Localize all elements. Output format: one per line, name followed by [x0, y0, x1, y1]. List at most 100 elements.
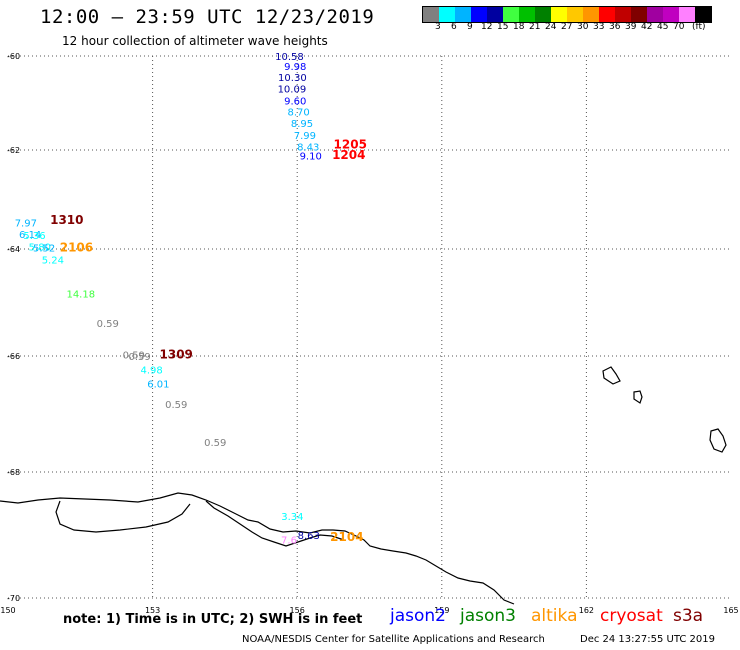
satellite-name: jason3 — [460, 606, 516, 626]
wave-height-label: 8.43 — [297, 143, 319, 154]
wave-height-label: 3.34 — [281, 512, 303, 523]
wave-height-label: 9.10 — [300, 151, 322, 162]
color-swatch — [679, 7, 695, 22]
pass-time-label: 2104 — [330, 530, 363, 544]
wave-height-label: 8.70 — [288, 107, 310, 118]
color-legend-label: 24 — [545, 22, 557, 32]
color-legend-label: 70 — [673, 22, 685, 32]
generation-timestamp: Dec 24 13:27:55 UTC 2019 — [580, 634, 715, 645]
color-swatch — [615, 7, 631, 22]
color-legend-label: 45 — [657, 22, 669, 32]
chart-subtitle: 12 hour collection of altimeter wave hei… — [62, 34, 328, 48]
color-swatch — [551, 7, 567, 22]
pass-time-label: 1309 — [160, 347, 193, 361]
coastline-inlet — [55, 500, 345, 547]
color-swatch — [647, 7, 663, 22]
coastline-main — [0, 492, 515, 605]
island-1 — [602, 366, 621, 385]
wave-height-label: 8.63 — [298, 531, 320, 542]
lon-tick-label: 156 — [290, 606, 305, 615]
color-swatch — [519, 7, 535, 22]
color-swatch — [695, 7, 711, 22]
lon-tick-label: 159 — [434, 606, 449, 615]
lon-tick-label: 162 — [579, 606, 594, 615]
island-3 — [709, 428, 727, 453]
wave-height-label: 5.80 — [29, 243, 51, 254]
lon-tick-label: 165 — [723, 606, 738, 615]
chart-title: 12:00 – 23:59 UTC 12/23/2019 — [40, 6, 375, 28]
color-legend-label: 18 — [513, 22, 525, 32]
wave-height-label: 6.14 — [19, 230, 41, 241]
wave-height-label: 0.59 — [123, 350, 145, 361]
color-swatch — [599, 7, 615, 22]
color-swatch — [423, 7, 439, 22]
lon-tick-label: 150 — [0, 606, 15, 615]
wave-height-label: 7.99 — [294, 131, 316, 142]
wave-height-label: 10.58 — [275, 52, 304, 63]
color-legend-label: 30 — [577, 22, 589, 32]
wave-height-label: 5.24 — [42, 256, 64, 267]
color-legend-label: 33 — [593, 22, 605, 32]
color-swatch — [487, 7, 503, 22]
color-swatch — [631, 7, 647, 22]
wave-height-label: 8.95 — [291, 119, 313, 130]
lat-tick-label: -70 — [7, 594, 20, 603]
satellite-name: cryosat — [600, 606, 663, 626]
color-legend-label: 21 — [529, 22, 541, 32]
color-legend-label: (ft) — [692, 22, 706, 32]
wave-height-label: 0.59 — [165, 400, 187, 411]
wave-height-label: 7.97 — [15, 218, 37, 229]
wave-height-label: 14.18 — [66, 289, 95, 300]
lon-tick-label: 153 — [145, 606, 160, 615]
map-grid — [8, 55, 732, 600]
credit-text: NOAA/NESDIS Center for Satellite Applica… — [242, 634, 545, 645]
color-legend-label: 6 — [451, 22, 457, 32]
color-swatch — [535, 7, 551, 22]
pass-time-label: 2106 — [60, 241, 93, 255]
wave-height-label: 9.60 — [284, 97, 306, 108]
satellite-name: altika — [531, 606, 578, 626]
color-swatch — [439, 7, 455, 22]
pass-time-label: 1310 — [50, 213, 83, 227]
color-legend-label: 12 — [481, 22, 493, 32]
pass-time-label: 1204 — [332, 148, 365, 162]
color-legend-label: 3 — [435, 22, 441, 32]
lat-tick-label: -62 — [7, 146, 20, 155]
color-legend-label: 27 — [561, 22, 573, 32]
color-legend-label: 36 — [609, 22, 621, 32]
pass-time-label: 1205 — [334, 137, 367, 151]
wave-height-label: 10.30 — [278, 73, 307, 84]
satellite-name: jason2 — [390, 606, 446, 626]
color-legend-label: 15 — [497, 22, 509, 32]
wave-height-label: 6.01 — [147, 379, 169, 390]
color-swatch — [471, 7, 487, 22]
wave-height-label: 10.09 — [278, 84, 307, 95]
lat-tick-label: -66 — [7, 352, 20, 361]
wave-height-label: 0.59 — [204, 438, 226, 449]
color-swatch — [663, 7, 679, 22]
wave-height-label: 4.98 — [141, 365, 163, 376]
color-swatch — [567, 7, 583, 22]
units-note: note: 1) Time is in UTC; 2) SWH is in fe… — [63, 612, 363, 627]
color-legend-bar — [422, 6, 712, 23]
satellite-name: s3a — [673, 606, 704, 626]
axis-tick-labels: -60 -62 -64 -66 -68 -70 150 153 156 159 162 165 — [0, 52, 738, 615]
color-legend-label: 42 — [641, 22, 653, 32]
wave-height-label: 0.59 — [97, 319, 119, 330]
island-2 — [633, 390, 643, 404]
lat-tick-label: -68 — [7, 468, 20, 477]
wave-height-label: 0.59 — [128, 352, 150, 363]
color-swatch — [503, 7, 519, 22]
color-legend-label: 9 — [467, 22, 473, 32]
color-swatch — [455, 7, 471, 22]
color-legend-label: 39 — [625, 22, 637, 32]
wave-height-label: 9.98 — [284, 62, 306, 73]
antarctic-coastline — [0, 366, 727, 605]
color-swatch — [583, 7, 599, 22]
lat-tick-label: -64 — [7, 245, 20, 254]
wave-height-label: 7.6 — [281, 535, 297, 546]
wave-height-label: 5.36 — [23, 231, 45, 242]
wave-height-label: 5.52 — [33, 244, 55, 255]
